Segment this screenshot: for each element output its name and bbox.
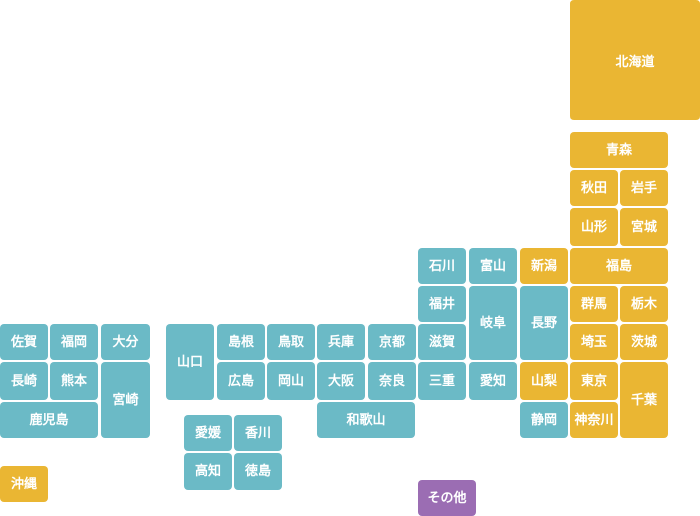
prefecture-fukuoka[interactable]: 福岡 xyxy=(50,324,98,360)
prefecture-saga[interactable]: 佐賀 xyxy=(0,324,48,360)
prefecture-shizuoka[interactable]: 静岡 xyxy=(520,402,568,438)
prefecture-osaka[interactable]: 大阪 xyxy=(317,362,365,400)
prefecture-wakayama[interactable]: 和歌山 xyxy=(317,402,415,438)
prefecture-okinawa[interactable]: 沖縄 xyxy=(0,466,48,502)
other-region-button[interactable]: その他 xyxy=(418,480,476,516)
prefecture-tokyo[interactable]: 東京 xyxy=(570,362,618,400)
prefecture-aomori[interactable]: 青森 xyxy=(570,132,668,168)
prefecture-tochigi[interactable]: 栃木 xyxy=(620,286,668,322)
prefecture-yamagata[interactable]: 山形 xyxy=(570,208,618,246)
prefecture-yamanashi[interactable]: 山梨 xyxy=(520,362,568,400)
prefecture-gifu[interactable]: 岐阜 xyxy=(469,286,517,360)
prefecture-ehime[interactable]: 愛媛 xyxy=(184,415,232,451)
prefecture-shimane[interactable]: 島根 xyxy=(217,324,265,360)
prefecture-nara[interactable]: 奈良 xyxy=(368,362,416,400)
prefecture-kumamoto[interactable]: 熊本 xyxy=(50,362,98,400)
prefecture-hyogo[interactable]: 兵庫 xyxy=(317,324,365,360)
prefecture-miyagi[interactable]: 宮城 xyxy=(620,208,668,246)
prefecture-saitama[interactable]: 埼玉 xyxy=(570,324,618,360)
prefecture-hokkaido[interactable]: 北海道 xyxy=(570,0,700,120)
prefecture-tottori[interactable]: 鳥取 xyxy=(267,324,315,360)
prefecture-toyama[interactable]: 富山 xyxy=(469,248,517,284)
hokkaido-shape xyxy=(570,0,700,120)
prefecture-fukui[interactable]: 福井 xyxy=(418,286,466,322)
prefecture-iwate[interactable]: 岩手 xyxy=(620,170,668,206)
prefecture-kanagawa[interactable]: 神奈川 xyxy=(570,402,618,438)
prefecture-miyazaki[interactable]: 宮崎 xyxy=(101,362,150,438)
prefecture-akita[interactable]: 秋田 xyxy=(570,170,618,206)
prefecture-kagawa[interactable]: 香川 xyxy=(234,415,282,451)
prefecture-mie[interactable]: 三重 xyxy=(418,362,466,400)
prefecture-hiroshima[interactable]: 広島 xyxy=(217,362,265,400)
prefecture-aichi[interactable]: 愛知 xyxy=(469,362,517,400)
prefecture-kyoto[interactable]: 京都 xyxy=(368,324,416,360)
prefecture-nagasaki[interactable]: 長崎 xyxy=(0,362,48,400)
prefecture-shiga[interactable]: 滋賀 xyxy=(418,324,466,360)
prefecture-yamaguchi[interactable]: 山口 xyxy=(166,324,214,400)
prefecture-kagoshima[interactable]: 鹿児島 xyxy=(0,402,98,438)
prefecture-ishikawa[interactable]: 石川 xyxy=(418,248,466,284)
prefecture-oita[interactable]: 大分 xyxy=(101,324,150,360)
prefecture-chiba[interactable]: 千葉 xyxy=(620,362,668,438)
prefecture-ibaraki[interactable]: 茨城 xyxy=(620,324,668,360)
prefecture-nagano[interactable]: 長野 xyxy=(520,286,568,360)
prefecture-kochi[interactable]: 高知 xyxy=(184,453,232,490)
prefecture-fukushima[interactable]: 福島 xyxy=(570,248,668,284)
prefecture-niigata[interactable]: 新潟 xyxy=(520,248,568,284)
prefecture-gunma[interactable]: 群馬 xyxy=(570,286,618,322)
prefecture-tokushima[interactable]: 徳島 xyxy=(234,453,282,490)
prefecture-okayama[interactable]: 岡山 xyxy=(267,362,315,400)
